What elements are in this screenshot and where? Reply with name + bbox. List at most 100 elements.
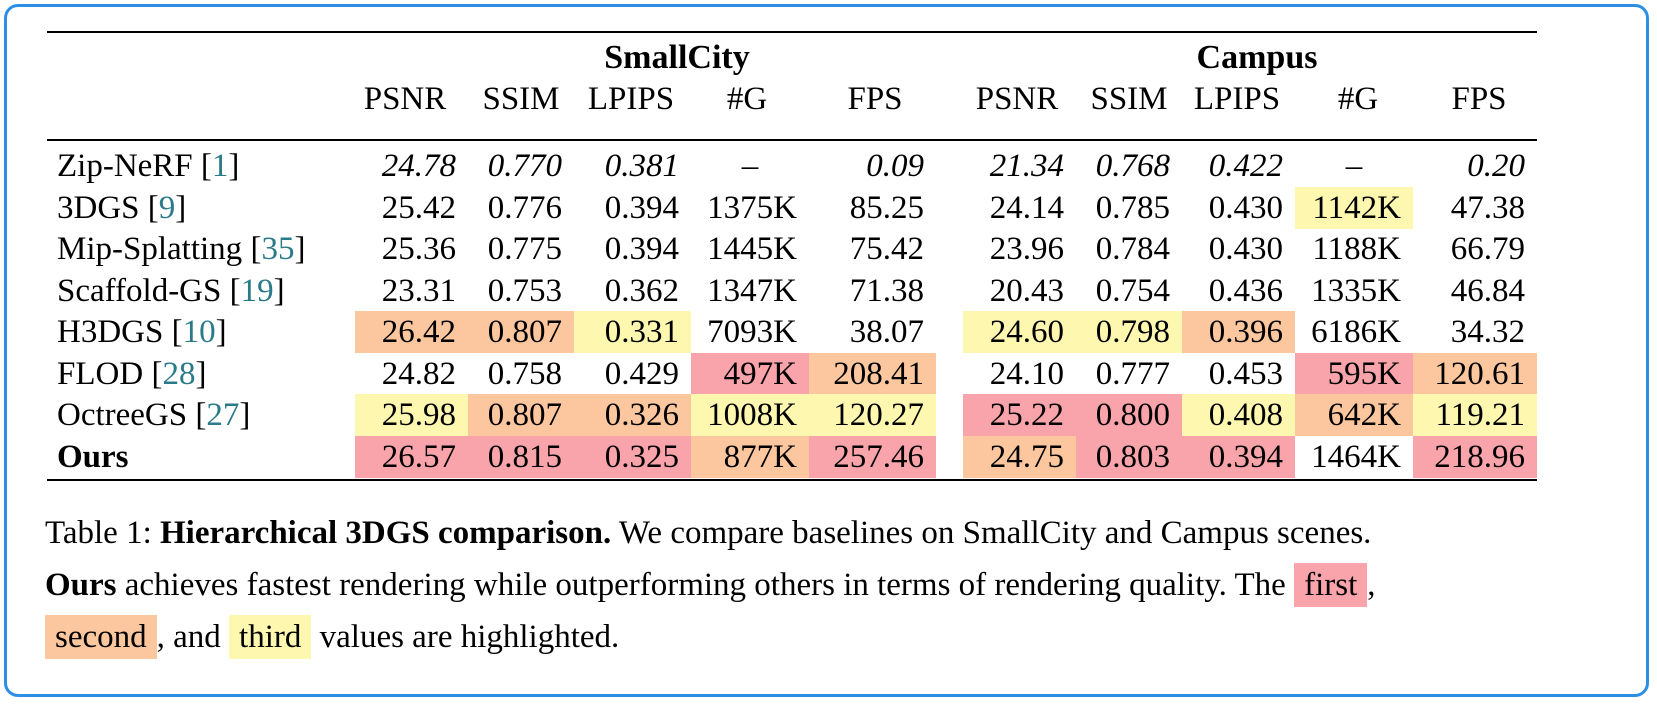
cell-smallcity-ng: – [741,148,759,184]
cell-smallcity-fps: 85.25 [849,189,924,226]
metric-header-campus-fps: FPS [1451,81,1507,117]
caption-text-2: achieves fastest rendering while outperf… [124,567,1286,603]
method-name: 3DGS [9] [57,189,187,226]
cell-smallcity-psnr: 25.36 [381,231,456,267]
cell-campus-psnr: 23.96 [989,231,1064,267]
caption-and: , and [156,619,221,655]
citation-link[interactable]: 9 [158,189,176,226]
cell-smallcity-lpips: 0.381 [604,148,679,184]
cell-campus-ng: 6186K [1311,314,1401,350]
cell-campus-psnr: 21.34 [989,148,1064,184]
cell-campus-lpips: 0.436 [1208,272,1283,309]
cell-smallcity-ssim: 0.776 [487,189,562,226]
cell-campus-psnr: 24.14 [989,189,1064,226]
caption-title: Hierarchical 3DGS comparison. [159,515,612,551]
metric-header-campus-ng: #G [1337,81,1379,117]
cell-smallcity-ssim: 0.807 [468,311,574,353]
cell-smallcity-ssim: 0.770 [487,148,562,184]
cell-campus-ssim: 0.785 [1095,189,1170,226]
cell-campus-ssim: 0.784 [1095,231,1170,267]
cell-smallcity-ssim: 0.758 [487,355,562,392]
cell-smallcity-lpips: 0.394 [604,189,679,226]
method-label: OctreeGS [57,397,188,433]
cell-campus-ng: 595K [1295,352,1413,395]
cell-smallcity-fps: 71.38 [849,272,924,309]
cell-campus-ng: 1188K [1312,231,1401,267]
cell-campus-psnr: 24.75 [963,435,1076,478]
method-label: Scaffold-GS [57,272,222,309]
table-row: Mip-Splatting [35] 25.36 0.775 0.394 1445K 75… [47,228,1537,270]
method-label: Zip-NeRF [57,148,193,184]
citation-link[interactable]: 35 [261,231,295,267]
metric-header-smallcity-ng: #G [726,81,768,117]
cell-campus-fps: 34.32 [1450,314,1525,350]
metric-header-smallcity-psnr: PSNR [363,81,447,117]
cell-campus-fps: 0.20 [1467,148,1525,184]
cell-smallcity-ng: 497K [691,352,809,395]
table-mid-rule [47,139,1537,141]
cell-campus-psnr: 24.10 [989,355,1064,392]
cell-smallcity-psnr: 23.31 [381,272,456,309]
cell-smallcity-lpips: 0.325 [574,435,691,478]
method-name: H3DGS [10] [57,314,227,350]
cell-campus-lpips: 0.430 [1208,189,1283,226]
caption-comma: , [1367,567,1376,603]
cell-campus-ssim: 0.768 [1095,148,1170,184]
method-label: FLOD [57,355,144,392]
cell-smallcity-ng: 1375K [707,189,797,226]
method-name: Mip-Splatting [35] [57,231,306,267]
method-label: Ours [57,438,129,475]
cell-campus-fps: 47.38 [1450,189,1525,226]
cell-smallcity-lpips: 0.362 [604,272,679,309]
citation-link[interactable]: 10 [182,314,216,350]
cell-campus-psnr: 20.43 [989,272,1064,309]
cell-smallcity-psnr: 26.42 [355,311,468,353]
legend-third-swatch: third [229,615,312,659]
table-row: H3DGS [10] 26.42 0.807 0.331 7093K 38.07 24.60… [47,311,1537,353]
cell-campus-lpips: 0.408 [1182,394,1295,436]
method-name: Zip-NeRF [1] [57,148,240,184]
cell-campus-ssim: 0.800 [1076,394,1182,436]
cell-smallcity-ssim: 0.775 [487,231,562,267]
metric-header-campus-psnr: PSNR [975,81,1059,117]
cell-smallcity-fps: 257.46 [809,435,936,478]
method-label: Mip-Splatting [57,231,243,267]
citation-link[interactable]: 19 [240,272,274,309]
cell-smallcity-ng: 7093K [707,314,797,350]
cell-campus-ng: 1335K [1311,272,1401,309]
caption-label: Table 1: [45,515,152,551]
legend-first-swatch: first [1294,563,1368,607]
comparison-table: SmallCity Campus PSNR SSIM LPIPS #G FPS PSNR S… [47,27,1537,487]
cell-campus-ng: 1464K [1311,438,1401,475]
caption-text-3: values are highlighted. [319,619,620,655]
figure-frame: SmallCity Campus PSNR SSIM LPIPS #G FPS PSNR S… [4,4,1649,697]
cell-smallcity-fps: 75.42 [849,231,924,267]
cell-campus-fps: 46.84 [1450,272,1525,309]
cell-smallcity-fps: 208.41 [809,352,936,395]
cell-campus-fps: 119.21 [1413,394,1537,436]
group-header-campus: Campus [1196,39,1318,76]
table-row: Scaffold-GS [19] 23.31 0.753 0.362 1347K 71.3… [47,270,1537,312]
cell-campus-lpips: 0.430 [1208,231,1283,267]
cell-campus-ssim: 0.754 [1095,272,1170,309]
cell-campus-ng: – [1345,148,1363,184]
cell-smallcity-psnr: 24.78 [381,148,456,184]
cell-smallcity-lpips: 0.394 [604,231,679,267]
cell-campus-fps: 218.96 [1413,435,1537,478]
cell-smallcity-fps: 0.09 [866,148,924,184]
citation-link[interactable]: 27 [206,397,240,433]
citation-link[interactable]: 28 [162,355,196,392]
citation-link[interactable]: 1 [211,148,229,184]
table-row: 3DGS [9] 25.42 0.776 0.394 1375K 85.25 24.14 0.… [47,186,1537,229]
metric-header-campus-ssim: SSIM [1090,81,1168,117]
cell-campus-ng: 642K [1295,394,1413,436]
table-row: OctreeGS [27] 25.98 0.807 0.326 1008K 120.27 2… [47,394,1537,436]
table-caption: Table 1: Hierarchical 3DGS comparison. W… [45,507,1625,663]
cell-smallcity-ssim: 0.815 [468,435,574,478]
cell-campus-ssim: 0.798 [1076,311,1182,353]
cell-smallcity-lpips: 0.429 [604,355,679,392]
cell-smallcity-fps: 120.27 [809,394,936,436]
metric-header-campus-lpips: LPIPS [1193,81,1281,117]
cell-campus-ssim: 0.777 [1095,355,1170,392]
cell-smallcity-ng: 1445K [707,231,797,267]
